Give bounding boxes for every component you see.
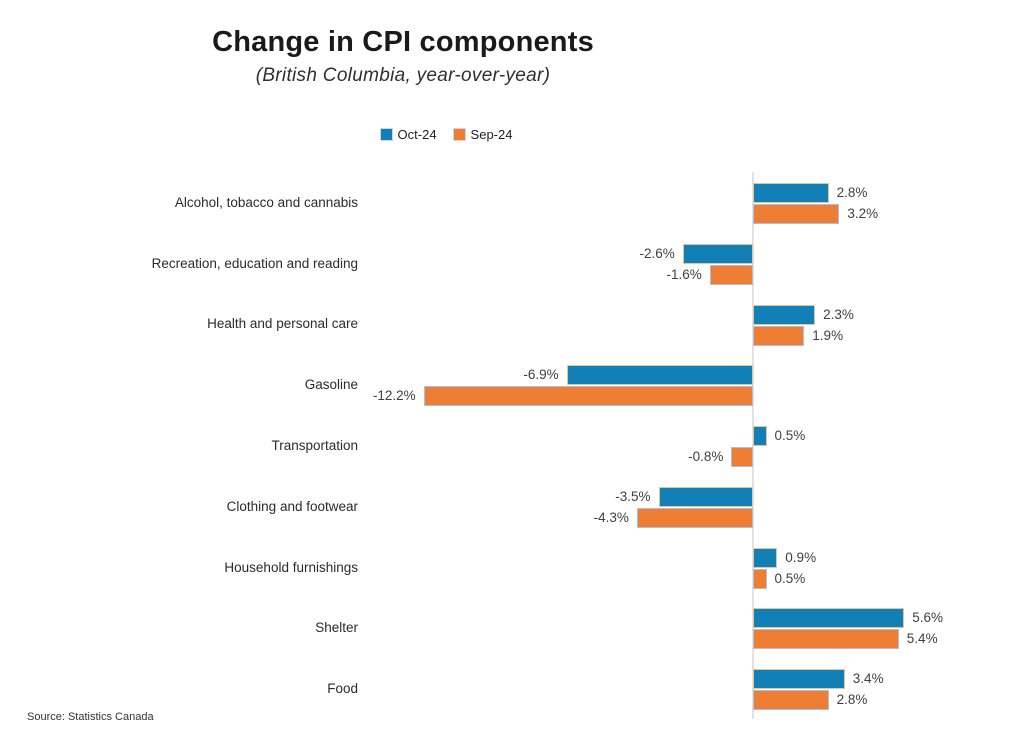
bar-sep-24 <box>753 690 829 711</box>
chart-row: Clothing and footwear -3.5% -4.3% <box>0 476 1024 537</box>
value-label: -3.5% <box>615 488 651 504</box>
chart-row: Alcohol, tobacco and cannabis 2.8% 3.2% <box>0 172 1024 233</box>
bar-sep-24 <box>731 447 753 468</box>
bar-sep-24 <box>753 568 767 589</box>
category-label: Transportation <box>271 438 358 454</box>
bar-oct-24 <box>658 486 753 507</box>
bar-rows: Alcohol, tobacco and cannabis 2.8% 3.2% Rec… <box>0 172 1024 719</box>
bar-sep-24 <box>753 204 840 224</box>
legend-item-oct-24: Oct-24 <box>379 127 437 142</box>
value-label: 3.2% <box>847 206 879 221</box>
bar-oct-24 <box>753 608 905 629</box>
legend-label-oct: Oct-24 <box>397 127 437 142</box>
value-label: 2.3% <box>823 306 854 322</box>
chart-row: Household furnishings 0.9% 0.5% <box>0 537 1024 598</box>
category-label: Shelter <box>315 620 358 636</box>
chart-row: Recreation, education and reading -2.6% -1… <box>0 233 1024 294</box>
value-label: 0.9% <box>785 549 817 565</box>
value-label: -1.6% <box>666 266 702 282</box>
bar-sep-24 <box>753 629 899 650</box>
category-label: Recreation, education and reading <box>151 255 358 271</box>
category-label: Health and personal care <box>207 316 358 332</box>
bar-oct-24 <box>566 365 753 386</box>
plot-area: Alcohol, tobacco and cannabis 2.8% 3.2% Rec… <box>0 172 1024 719</box>
value-label: 1.9% <box>812 327 844 343</box>
chart-row: Health and personal care 2.3% 1.9% <box>0 294 1024 355</box>
chart-row: Food 3.4% 2.8% <box>0 658 1024 719</box>
category-label: Food <box>327 681 358 697</box>
chart-row: Shelter 5.6% 5.4% <box>0 597 1024 658</box>
value-label: 2.8% <box>836 692 868 708</box>
value-label: -2.6% <box>639 245 675 261</box>
chart-legend: Oct-24 Sep-24 <box>0 127 892 142</box>
source-note: Source: Statistics Canada <box>27 711 154 723</box>
value-label: -0.8% <box>688 449 724 465</box>
bar-oct-24 <box>753 547 778 568</box>
legend-swatch-oct-icon <box>379 128 393 141</box>
chart-title: Change in CPI components <box>212 26 594 58</box>
value-label: -4.3% <box>593 509 629 525</box>
bar-oct-24 <box>753 669 845 690</box>
value-label: 0.5% <box>774 570 806 586</box>
value-label: -12.2% <box>372 388 416 404</box>
value-label: 5.6% <box>912 610 943 626</box>
bar-oct-24 <box>753 426 767 447</box>
value-label: 0.5% <box>774 428 806 444</box>
category-label: Clothing and footwear <box>226 498 358 514</box>
bar-sep-24 <box>709 264 753 285</box>
value-label: 5.4% <box>906 631 938 647</box>
chart-row: Gasoline -6.9% -12.2% <box>0 354 1024 415</box>
value-label: 3.4% <box>852 671 884 687</box>
bar-oct-24 <box>682 243 753 264</box>
title-block: Change in CPI components (British Columb… <box>0 26 806 87</box>
chart-row: Transportation 0.5% -0.8% <box>0 415 1024 476</box>
chart-subtitle: (British Columbia, year-over-year) <box>255 65 551 86</box>
bar-sep-24 <box>753 325 805 346</box>
value-label: 2.8% <box>836 185 868 200</box>
category-label: Alcohol, tobacco and cannabis <box>174 194 358 210</box>
bar-oct-24 <box>753 183 829 203</box>
legend-swatch-sep-icon <box>452 128 466 141</box>
bar-sep-24 <box>636 507 753 528</box>
category-label: Gasoline <box>304 377 358 393</box>
legend-item-sep-24: Sep-24 <box>452 127 513 142</box>
value-label: -6.9% <box>523 367 559 383</box>
bar-sep-24 <box>423 386 753 407</box>
legend-label-sep: Sep-24 <box>470 127 513 142</box>
bar-oct-24 <box>753 304 816 325</box>
category-label: Household furnishings <box>224 559 358 575</box>
